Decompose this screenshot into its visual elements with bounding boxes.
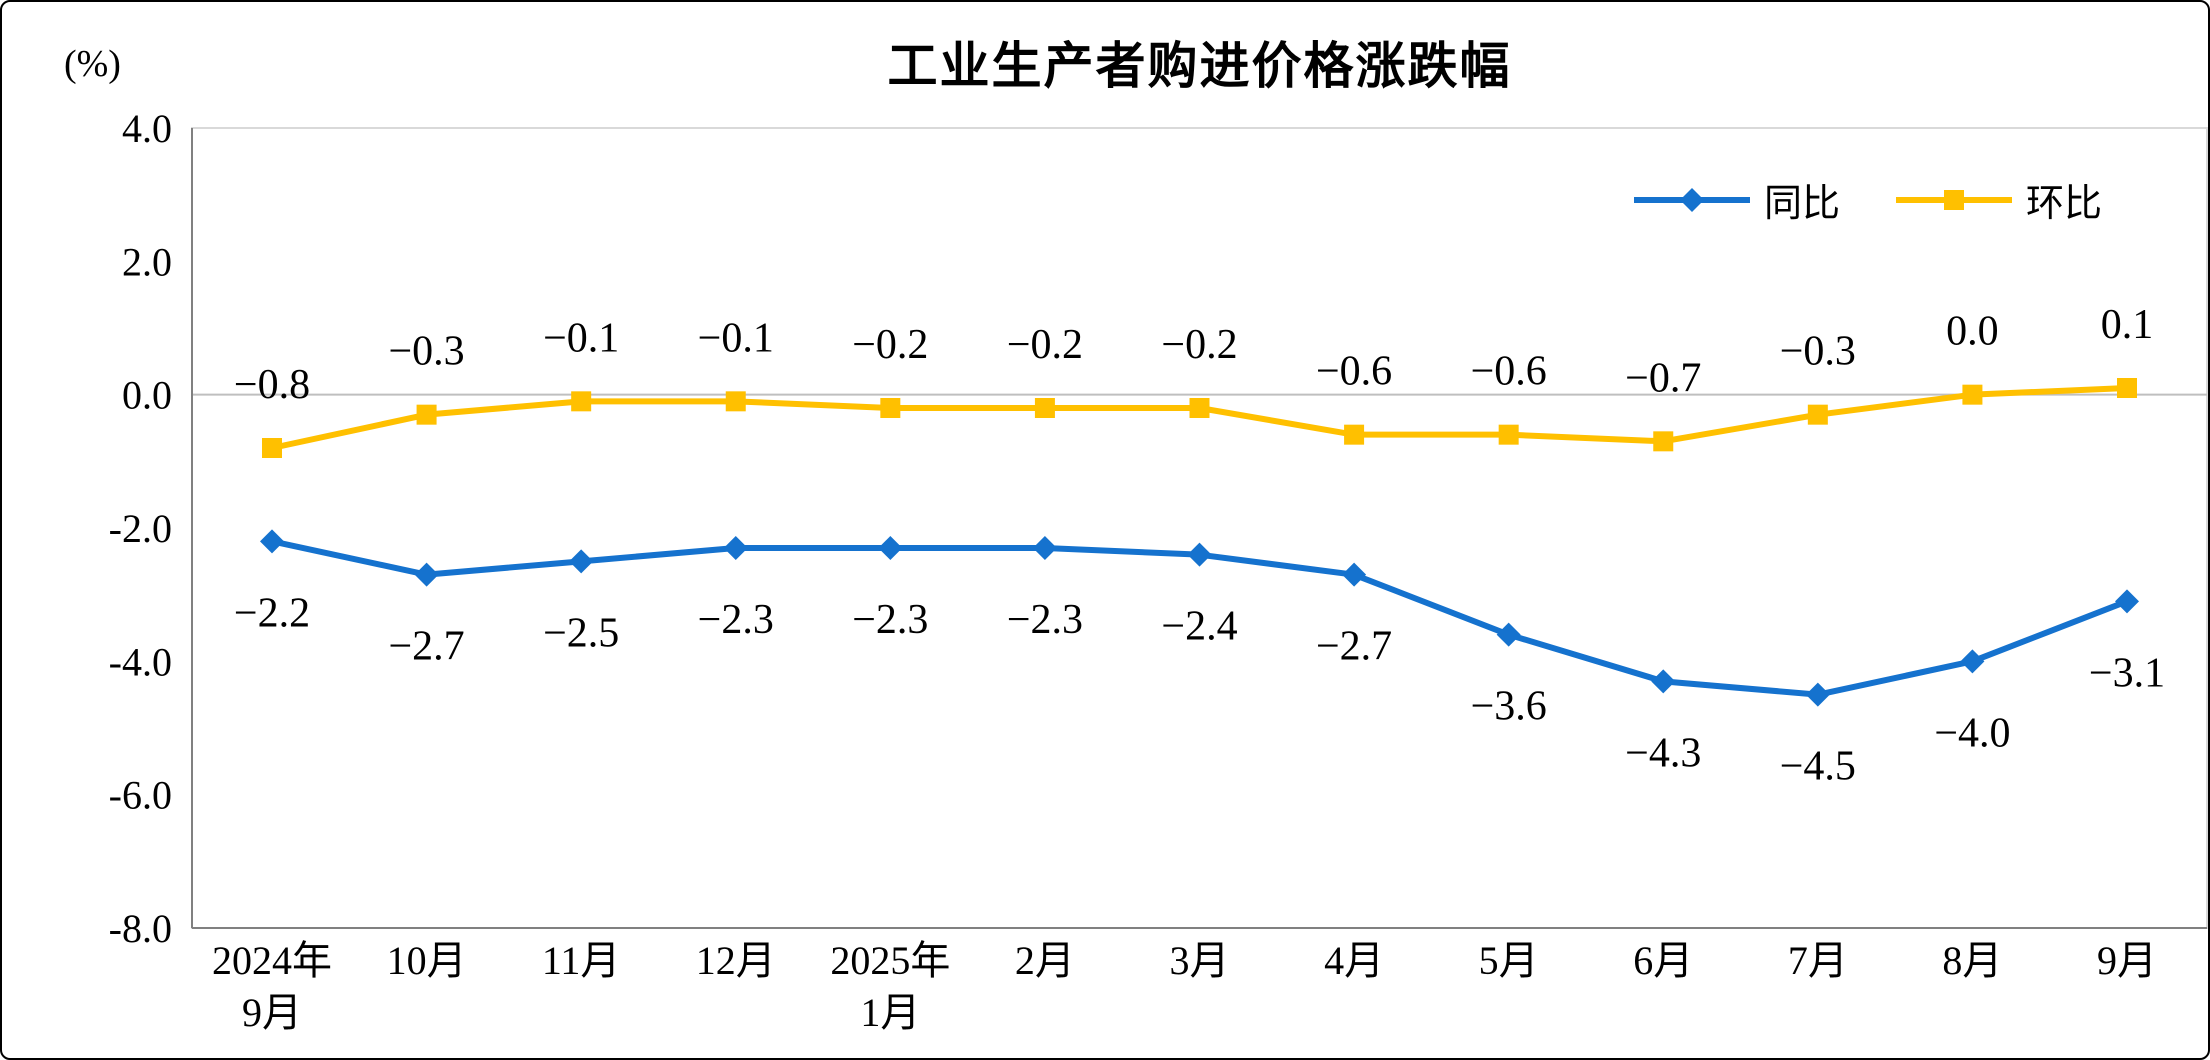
y-tick-label: 2.0 bbox=[122, 239, 172, 284]
y-axis-unit-label: (%) bbox=[64, 43, 121, 85]
yoy-line-diamond-icon bbox=[1633, 187, 1750, 212]
x-tick-label: 9月 bbox=[242, 990, 302, 1035]
mom-line-square-icon bbox=[1895, 189, 2012, 210]
data-label: −0.6 bbox=[1316, 349, 1392, 395]
data-point-square bbox=[571, 391, 592, 412]
data-point-diamond bbox=[260, 529, 284, 554]
data-label: −0.3 bbox=[1780, 329, 1856, 375]
legend-label-yoy: 同比 bbox=[1763, 183, 1840, 225]
x-tick-label: 9月 bbox=[2097, 938, 2157, 983]
data-label: −0.3 bbox=[388, 329, 464, 375]
data-label: −0.1 bbox=[698, 315, 774, 361]
data-label: −4.5 bbox=[1780, 744, 1856, 790]
x-tick-label: 3月 bbox=[1170, 938, 1230, 983]
x-tick-label: 2025年 bbox=[830, 938, 950, 983]
data-point-square bbox=[416, 404, 437, 425]
plot-border bbox=[191, 127, 2208, 929]
data-point-square bbox=[1344, 424, 1365, 445]
y-tick-label: -6.0 bbox=[109, 773, 172, 818]
data-label: −2.3 bbox=[852, 597, 928, 643]
data-label: −2.5 bbox=[543, 610, 619, 656]
data-label: −2.3 bbox=[1007, 597, 1083, 643]
data-label: −0.2 bbox=[1161, 322, 1237, 368]
data-label: −4.3 bbox=[1625, 730, 1701, 776]
x-tick-label: 8月 bbox=[1942, 938, 2002, 983]
data-label: −2.3 bbox=[698, 597, 774, 643]
data-point-diamond bbox=[1496, 622, 1521, 647]
x-tick-label: 10月 bbox=[387, 938, 467, 983]
data-point-square bbox=[262, 438, 282, 458]
data-point-diamond bbox=[1187, 542, 1212, 567]
data-label: −0.7 bbox=[1625, 355, 1701, 401]
data-label: −0.2 bbox=[1007, 322, 1083, 368]
data-label: −2.4 bbox=[1161, 604, 1237, 650]
x-tick-label: 6月 bbox=[1633, 938, 1693, 983]
x-tick-label: 2月 bbox=[1015, 938, 1075, 983]
data-point-diamond bbox=[569, 549, 594, 574]
data-label: 0.0 bbox=[1946, 309, 1999, 355]
legend-label-mom: 环比 bbox=[2025, 183, 2102, 225]
data-label: −2.2 bbox=[234, 590, 310, 636]
data-point-square bbox=[1807, 404, 1828, 425]
legend-item-yoy: 同比 bbox=[1632, 172, 1840, 227]
data-label: −2.7 bbox=[1316, 624, 1392, 670]
y-tick-label: -2.0 bbox=[109, 506, 172, 551]
data-point-diamond bbox=[414, 562, 439, 587]
data-label: −0.2 bbox=[852, 322, 928, 368]
data-label: −4.0 bbox=[1934, 710, 2010, 756]
data-label: −0.6 bbox=[1471, 349, 1547, 395]
chart-title: 工业生产者购进价格涨跌幅 bbox=[887, 38, 1512, 94]
data-point-square bbox=[1498, 424, 1519, 445]
data-point-square bbox=[880, 398, 901, 418]
x-tick-label: 7月 bbox=[1788, 938, 1848, 983]
data-point-square bbox=[2117, 378, 2137, 398]
legend: 同比 环比 bbox=[1632, 172, 2102, 227]
data-label: −3.1 bbox=[2089, 650, 2165, 696]
y-tick-label: -8.0 bbox=[109, 906, 172, 951]
y-tick-label: -4.0 bbox=[109, 639, 172, 684]
data-point-diamond bbox=[1805, 682, 1830, 707]
data-point-square bbox=[1034, 398, 1055, 418]
x-tick-label: 1月 bbox=[860, 990, 920, 1035]
data-point-square bbox=[1653, 431, 1674, 452]
data-point-diamond bbox=[1651, 669, 1676, 694]
x-tick-label: 2024年 bbox=[212, 938, 332, 983]
data-point-diamond bbox=[1342, 562, 1367, 587]
data-point-diamond bbox=[1960, 649, 1985, 674]
y-tick-label: 0.0 bbox=[122, 373, 172, 418]
data-label: −0.8 bbox=[234, 362, 310, 408]
data-point-square bbox=[1962, 384, 1983, 405]
data-label: −2.7 bbox=[388, 624, 464, 670]
data-label: 0.1 bbox=[2101, 302, 2154, 348]
data-point-diamond bbox=[2115, 589, 2139, 614]
data-point-square bbox=[725, 391, 746, 412]
x-tick-label: 4月 bbox=[1324, 938, 1384, 983]
data-label: −0.1 bbox=[543, 315, 619, 361]
data-point-diamond bbox=[723, 536, 748, 560]
y-tick-label: 4.0 bbox=[122, 106, 172, 151]
data-point-diamond bbox=[878, 536, 903, 560]
x-tick-label: 12月 bbox=[696, 938, 776, 983]
data-point-square bbox=[1189, 398, 1210, 418]
x-tick-label: 5月 bbox=[1479, 938, 1539, 983]
legend-item-mom: 环比 bbox=[1894, 172, 2102, 227]
data-point-diamond bbox=[1032, 536, 1057, 560]
data-label: −3.6 bbox=[1471, 684, 1547, 730]
x-tick-label: 11月 bbox=[542, 938, 621, 983]
